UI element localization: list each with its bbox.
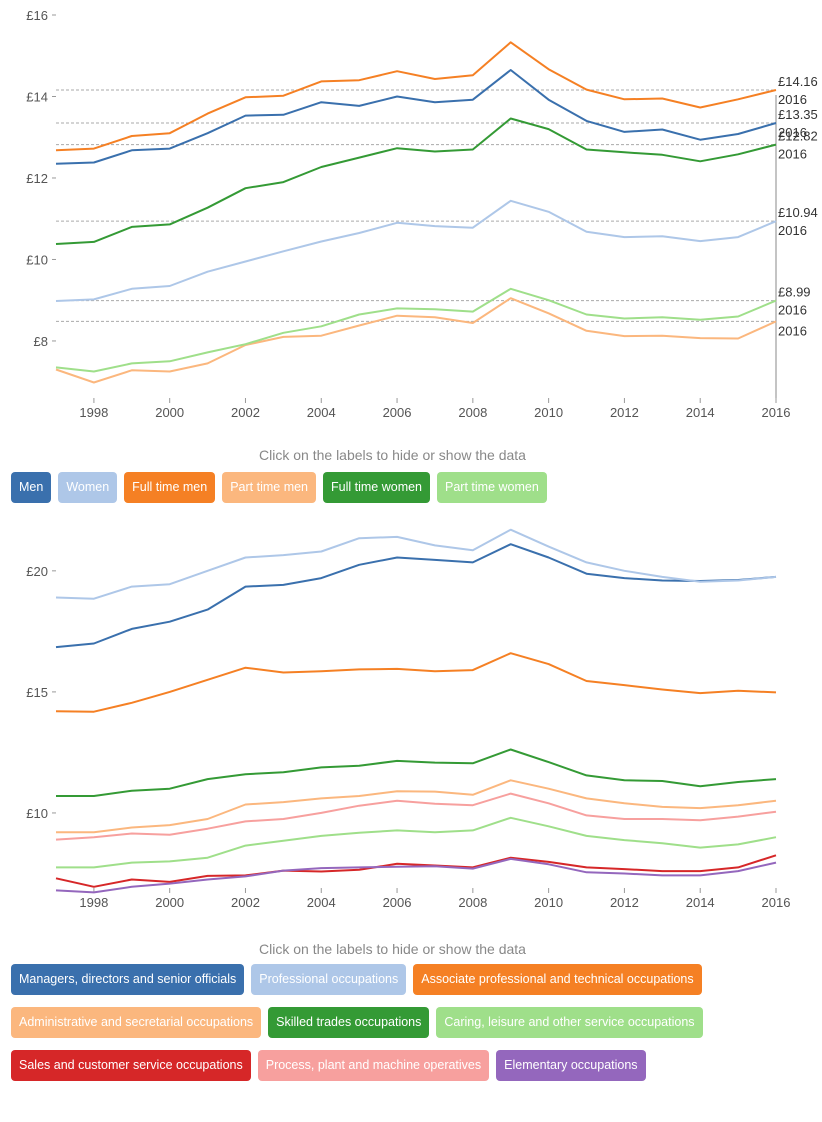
- x-tick-label: 2006: [383, 405, 412, 420]
- series-line-professional-occupations: [55, 528, 777, 600]
- y-tick-label: £20: [26, 564, 48, 579]
- y-tick-label: £10: [26, 806, 48, 821]
- chart2-hint-text: Click on the labels to hide or show the …: [259, 941, 526, 957]
- hourly-pay-by-occupation-chart: £10 £15 £20 1998 2000 2002 2004 2006 2008 2010 201…: [26, 528, 791, 910]
- end-year-label: 2016: [778, 147, 807, 162]
- x-tick-label: 2010: [534, 895, 563, 910]
- end-value-label: £14.16: [778, 74, 818, 89]
- end-year-label: 2016: [778, 125, 807, 140]
- x-tick-label: 2000: [155, 405, 184, 420]
- end-year-label: 2016: [778, 303, 807, 318]
- chart2-legend: Managers, directors and senior officials…: [11, 964, 801, 1093]
- legend-button-elementary-occupations[interactable]: Elementary occupations: [496, 1050, 646, 1081]
- x-tick-label: 2012: [610, 895, 639, 910]
- end-year-label: 2016: [778, 92, 807, 107]
- y-tick-label: £12: [26, 171, 48, 186]
- x-tick-label: 2000: [155, 895, 184, 910]
- legend-button-women[interactable]: Women: [58, 472, 118, 503]
- x-tick-label: 2016: [762, 895, 791, 910]
- series-line-skilled-trades-occupations: [56, 748, 777, 797]
- series-line-associate-professional-and-technical-occupations: [55, 652, 777, 713]
- legend-button-part-time-men[interactable]: Part time men: [222, 472, 317, 503]
- end-value-label: £8.99: [778, 285, 811, 300]
- x-tick-label: 2006: [383, 895, 412, 910]
- end-value-label: £13.35: [778, 107, 818, 122]
- series-line-full-time-men: [55, 41, 777, 152]
- x-tick-label: 2002: [231, 895, 260, 910]
- legend-button-men[interactable]: Men: [11, 472, 52, 503]
- series-line-full-time-women: [55, 117, 777, 245]
- y-tick-label: £10: [26, 252, 48, 267]
- legend-button-process-plant-and-machine-operatives[interactable]: Process, plant and machine operatives: [257, 1050, 490, 1081]
- series-line-elementary-occupations: [55, 857, 777, 894]
- x-tick-label: 2008: [458, 405, 487, 420]
- end-value-label: £10.94: [778, 205, 818, 220]
- series-line-men: [55, 69, 777, 165]
- series-line-women: [55, 199, 777, 302]
- series-line-caring-leisure-and-other-service-occupations: [56, 816, 777, 869]
- x-tick-label: 2014: [686, 895, 715, 910]
- y-tick-label: £8: [34, 334, 48, 349]
- legend-button-skilled-trades-occupations[interactable]: Skilled trades occupations: [268, 1007, 430, 1038]
- end-value-label: £12.82: [778, 129, 818, 144]
- legend-button-caring-leisure-and-other-service-occupations[interactable]: Caring, leisure and other service occupa…: [436, 1007, 703, 1038]
- x-tick-label: 2004: [307, 895, 336, 910]
- legend-button-managers-directors-and-senior-officials[interactable]: Managers, directors and senior officials: [11, 964, 245, 995]
- y-tick-label: £16: [26, 8, 48, 23]
- chart1-legend: Men Women Full time men Part time men Full t…: [11, 472, 801, 515]
- x-tick-label: 1998: [79, 405, 108, 420]
- x-tick-label: 2016: [762, 405, 791, 420]
- x-tick-label: 1998: [79, 895, 108, 910]
- y-tick-label: £14: [26, 89, 48, 104]
- legend-button-sales-and-customer-service-occupations[interactable]: Sales and customer service occupations: [11, 1050, 251, 1081]
- series-line-process-plant-and-machine-operatives: [55, 792, 777, 841]
- x-tick-label: 2008: [458, 895, 487, 910]
- series-line-managers-directors-and-senior-officials: [55, 543, 777, 649]
- x-tick-label: 2014: [686, 405, 715, 420]
- legend-button-part-time-women[interactable]: Part time women: [437, 472, 547, 503]
- legend-button-associate-professional-and-technical-occupations[interactable]: Associate professional and technical occ…: [413, 964, 702, 995]
- x-tick-label: 2012: [610, 405, 639, 420]
- x-tick-label: 2004: [307, 405, 336, 420]
- hourly-pay-by-sex-chart: £8 £10 £12 £14 £16 1998 2000 2002 2004 2006 2008 20…: [26, 8, 818, 420]
- series-line-administrative-and-secretarial-occupations: [56, 779, 777, 834]
- legend-button-professional-occupations[interactable]: Professional occupations: [251, 964, 407, 995]
- series-line-part-time-women: [55, 287, 777, 373]
- legend-button-full-time-men[interactable]: Full time men: [124, 472, 216, 503]
- x-tick-label: 2010: [534, 405, 563, 420]
- legend-button-full-time-women[interactable]: Full time women: [323, 472, 431, 503]
- legend-button-administrative-and-secretarial-occupations[interactable]: Administrative and secretarial occupatio…: [11, 1007, 262, 1038]
- chart1-hint-text: Click on the labels to hide or show the …: [259, 447, 526, 463]
- y-tick-label: £15: [26, 685, 48, 700]
- x-tick-label: 2002: [231, 405, 260, 420]
- end-year-label: 2016: [778, 323, 807, 338]
- end-year-label: 2016: [778, 223, 807, 238]
- series-line-part-time-men: [55, 297, 777, 384]
- series-line-sales-and-customer-service-occupations: [55, 854, 777, 888]
